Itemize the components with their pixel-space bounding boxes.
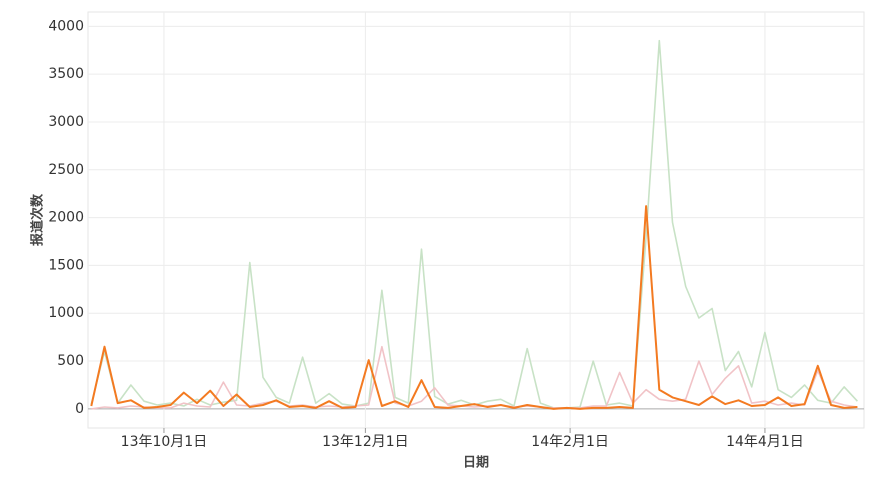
series-line bbox=[90, 205, 858, 410]
y-tick-label: 2500 bbox=[48, 162, 84, 178]
series-line bbox=[91, 345, 858, 410]
plot-area bbox=[87, 11, 865, 429]
y-tick-label: 500 bbox=[57, 353, 84, 369]
x-tick-label: 14年2月1日 bbox=[531, 434, 609, 450]
x-tick-label: 14年4月1日 bbox=[726, 434, 804, 450]
y-tick-label: 1000 bbox=[48, 305, 84, 321]
y-tick-label: 3500 bbox=[48, 66, 84, 82]
x-axis-title: 日期 bbox=[463, 456, 489, 471]
series-line bbox=[90, 39, 858, 409]
y-axis-title: 报道次数 bbox=[30, 193, 46, 246]
y-tick-label: 0 bbox=[75, 401, 84, 417]
y-tick-label: 4000 bbox=[48, 18, 84, 34]
y-tick-label: 1500 bbox=[48, 257, 84, 273]
x-tick-label: 13年10月1日 bbox=[121, 434, 208, 450]
y-tick-label: 2000 bbox=[48, 210, 84, 226]
x-tick-label: 13年12月1日 bbox=[322, 434, 409, 450]
y-tick-label: 3000 bbox=[48, 114, 84, 130]
